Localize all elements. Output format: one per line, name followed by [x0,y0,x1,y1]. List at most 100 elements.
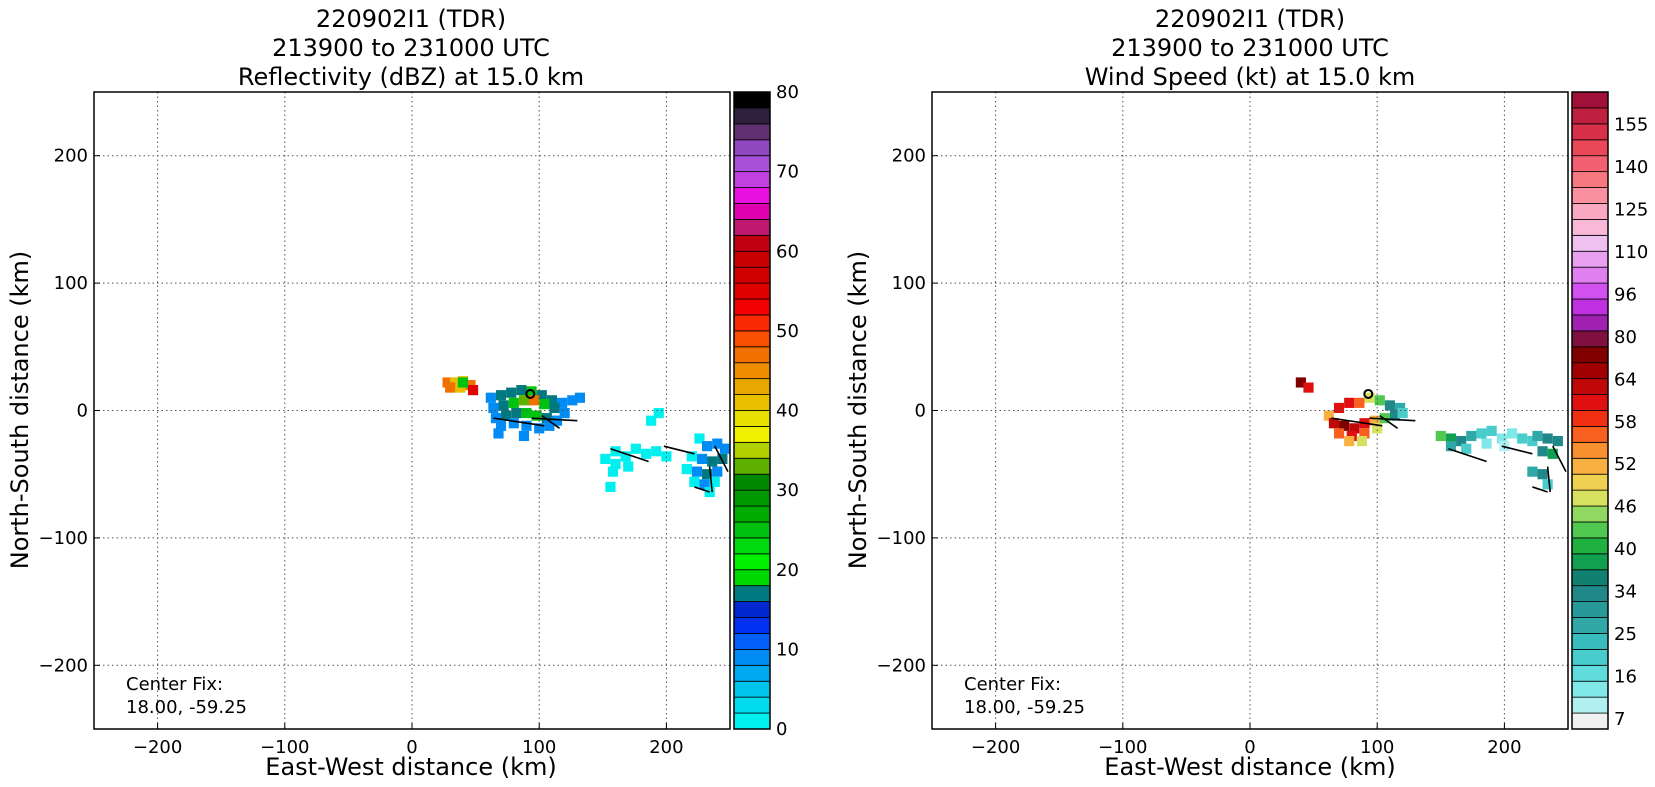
wind-d-cell [1542,479,1553,490]
colorbar-swatch [1571,171,1609,188]
echo-b-cell [495,420,507,431]
wind-b-cell [1379,413,1390,424]
wind-b-cell [1374,395,1385,406]
echo-c-cell [610,458,621,470]
wind-barb [1448,447,1487,463]
colorbar-swatch [733,680,771,698]
colorbar-swatch [733,394,771,411]
wind-cells [1295,377,1563,490]
echo-d-cell [699,479,710,490]
colorbar-tick-label: 70 [776,162,799,183]
echo-c-cell [630,443,641,454]
wind-b-cell [1333,402,1345,414]
colorbar-swatch [733,537,771,555]
colorbar-tick-label: 155 [1614,115,1648,136]
colorbar-tick-label: 58 [1614,412,1637,433]
colorbar-swatch [1571,489,1609,507]
colorbar-swatch [1571,266,1609,284]
wind-b-cell [1397,407,1408,419]
colorbar-swatch [733,664,771,682]
x-tick-label: −100 [260,737,309,758]
colorbar-swatch [1571,617,1609,634]
colorbar-swatch [1571,680,1609,698]
wind-b-cell [1344,435,1355,447]
echo-d-cell [689,476,700,487]
wind-b-cell [1356,435,1368,447]
wind-barb [1532,486,1548,493]
echo-b-cell [501,410,512,421]
echo-d-cell [719,443,730,454]
colorbar-swatch [1571,648,1609,666]
colorbar-swatch [733,505,771,523]
echo-b-cell [521,420,532,431]
wind-c-cell [1445,441,1457,452]
colorbar-tick-label: 20 [776,560,799,581]
y-tick-labels: −200 −100 0 100 200 [877,146,926,677]
colorbar-swatch [733,203,771,220]
colorbar-swatch [1571,569,1609,587]
echo-b-cell [536,390,547,401]
y-tick-label: 0 [77,401,88,422]
echo-d-cell [717,453,728,464]
reflectivity-panel: 220902I1 (TDR) 213900 to 231000 UTC Refl… [6,5,799,781]
colorbar-tick-label: 64 [1614,369,1637,390]
echo-b-cell [534,423,545,434]
echo-b-cell [567,395,578,406]
center-marker [525,388,536,399]
echo-b-cell [518,395,530,406]
colorbar-swatch [1571,601,1609,618]
x-axis-label: East-West distance (km) [265,753,556,781]
echo-d-cell [707,456,718,467]
title-line-1: 220902I1 (TDR) [1155,5,1345,33]
echo-d-cell [702,469,713,480]
echo-c-cell [605,481,616,493]
colorbar-frame [1571,91,1609,730]
wind-c-cell [1517,433,1528,444]
wind-barb [493,417,545,427]
colorbar-swatch [1571,203,1609,220]
wind-barb [714,445,729,473]
echo-b-cell [531,410,542,421]
echo-b-cell [551,415,563,426]
center-fix-label: Center Fix: [126,674,223,695]
wind-c-cell [1445,433,1457,444]
echo-d-cell [696,453,708,464]
y-tick-label: 200 [54,146,88,167]
colorbar-swatch [733,123,771,141]
colorbar-swatch [1571,187,1609,204]
wind-d-cell [1547,448,1558,459]
echo-b-cell [539,399,550,410]
wind-barb [1369,417,1416,422]
wind-barb [1552,445,1567,473]
echo-d-cell [712,466,723,477]
colorbar-swatch [1571,250,1609,268]
y-tick-label: −100 [39,528,88,549]
colorbar-swatch [1571,473,1609,491]
colorbar-swatch [1571,155,1609,173]
echo-b-cell [574,392,585,403]
echo-a-cell [465,379,476,391]
echo-d-cell [712,438,723,449]
colorbar-swatch [733,107,771,125]
echo-c-cell [620,451,631,462]
echo-b-cell [516,385,527,396]
colorbar-swatch [733,155,771,173]
echo-c-cell [640,448,652,459]
echo-b-cell [529,395,540,406]
wind-barb [1501,445,1533,455]
wind-b-cell [1395,402,1406,414]
wind-barb [531,417,578,422]
x-tick-label: 100 [1360,737,1394,758]
colorbar-swatch [733,473,771,491]
echo-c-cell [610,446,621,457]
echo-a-cell [445,382,456,393]
wind-c-cell [1435,430,1446,442]
echo-b-cell [495,390,507,401]
colorbar-swatch [1571,139,1609,157]
colorbar-tick-label: 52 [1614,454,1637,475]
colorbar-swatch [1571,282,1609,300]
x-tick-labels: −200 −100 0 100 200 [133,737,684,758]
colorbar-swatch [1571,712,1609,730]
colorbar-swatch [1571,314,1609,332]
